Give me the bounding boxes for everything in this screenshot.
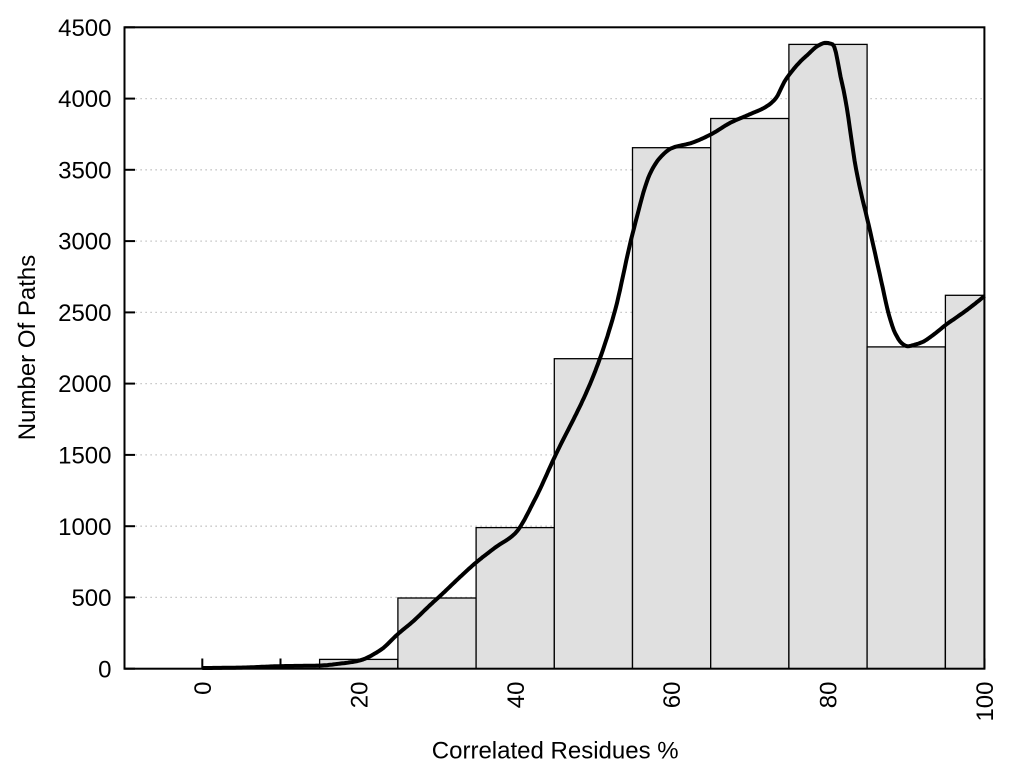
svg-text:100: 100: [972, 682, 999, 722]
svg-text:3000: 3000: [58, 229, 111, 256]
svg-text:80: 80: [816, 682, 843, 709]
svg-text:0: 0: [190, 682, 217, 695]
svg-text:1000: 1000: [58, 514, 111, 541]
svg-text:4500: 4500: [58, 15, 111, 42]
svg-text:2500: 2500: [58, 300, 111, 327]
svg-text:3500: 3500: [58, 157, 111, 184]
svg-text:0: 0: [98, 656, 111, 683]
svg-text:40: 40: [503, 682, 530, 709]
svg-text:2000: 2000: [58, 371, 111, 398]
svg-text:4000: 4000: [58, 86, 111, 113]
svg-text:1500: 1500: [58, 443, 111, 470]
svg-text:500: 500: [71, 585, 111, 612]
svg-text:60: 60: [659, 682, 686, 709]
svg-text:20: 20: [346, 682, 373, 709]
svg-text:Number Of Paths: Number Of Paths: [14, 255, 41, 440]
svg-text:Correlated Residues %: Correlated Residues %: [432, 738, 679, 765]
